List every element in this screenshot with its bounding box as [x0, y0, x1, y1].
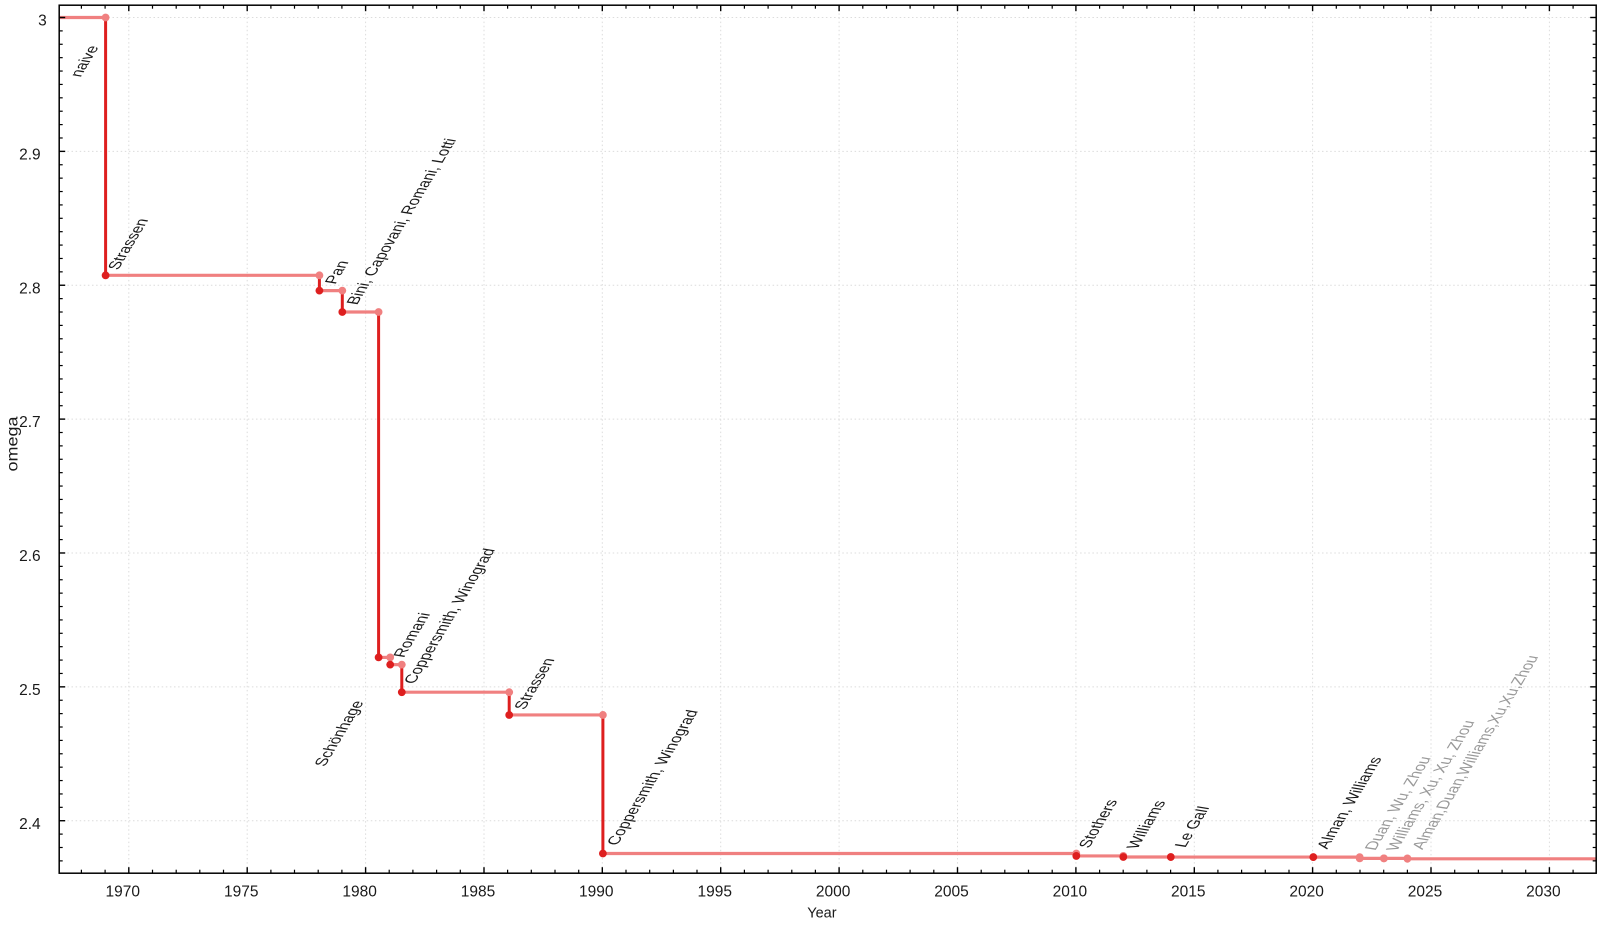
- svg-text:1985: 1985: [461, 883, 495, 900]
- svg-text:2030: 2030: [1526, 883, 1561, 900]
- svg-text:1980: 1980: [342, 883, 377, 900]
- svg-text:2.7: 2.7: [19, 414, 41, 431]
- svg-text:2000: 2000: [816, 883, 851, 900]
- svg-text:2.9: 2.9: [19, 147, 41, 164]
- svg-text:2.8: 2.8: [19, 280, 41, 297]
- svg-text:2020: 2020: [1289, 883, 1324, 900]
- svg-text:2015: 2015: [1171, 883, 1205, 900]
- svg-text:1970: 1970: [106, 883, 141, 900]
- svg-text:2005: 2005: [934, 883, 968, 900]
- svg-text:2.6: 2.6: [19, 548, 41, 565]
- svg-text:omega: omega: [5, 416, 22, 471]
- svg-text:2025: 2025: [1408, 883, 1442, 900]
- svg-text:2010: 2010: [1053, 883, 1088, 900]
- svg-text:1990: 1990: [579, 883, 614, 900]
- svg-text:Year: Year: [807, 905, 836, 920]
- svg-text:3: 3: [38, 13, 47, 30]
- svg-text:2.4: 2.4: [19, 816, 41, 833]
- svg-text:1995: 1995: [697, 883, 731, 900]
- svg-text:1975: 1975: [224, 883, 258, 900]
- svg-text:2.5: 2.5: [19, 682, 41, 699]
